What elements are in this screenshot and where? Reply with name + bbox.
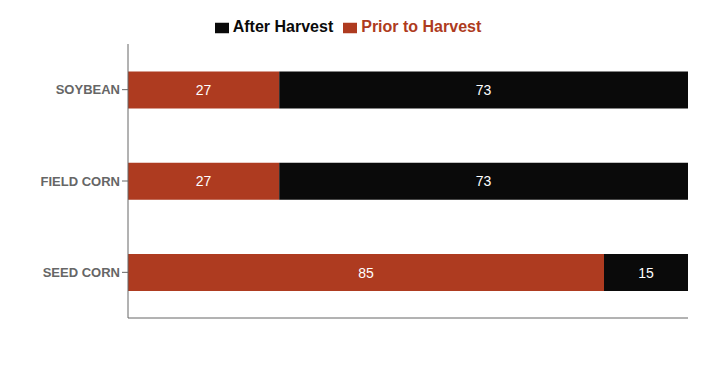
svg-text:27: 27 (196, 82, 212, 98)
svg-text:15: 15 (638, 265, 654, 281)
html-text:Prior to Harvest: Prior to Harvest (361, 18, 482, 35)
svg-text:85: 85 (358, 265, 374, 281)
svg-text:FIELD CORN: FIELD CORN (41, 174, 120, 189)
html-text:After Harvest: After Harvest (232, 18, 334, 35)
svg-text:SOYBEAN: SOYBEAN (56, 82, 120, 97)
svg-text:73: 73 (476, 173, 492, 189)
svg-text:SEED CORN: SEED CORN (43, 265, 120, 280)
svg-text:27: 27 (196, 173, 212, 189)
svg-text:73: 73 (476, 82, 492, 98)
